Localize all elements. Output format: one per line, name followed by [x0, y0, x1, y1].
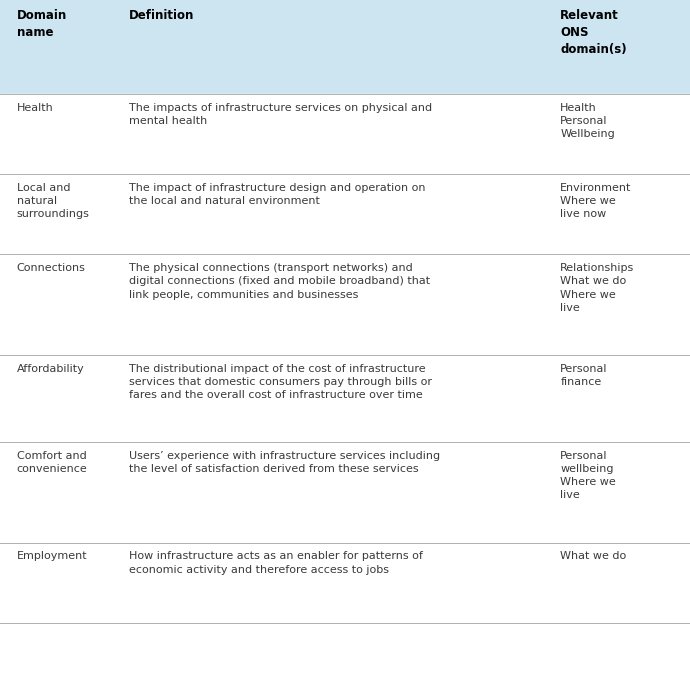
Text: Health: Health	[17, 103, 53, 113]
Text: The physical connections (transport networks) and
digital connections (fixed and: The physical connections (transport netw…	[129, 263, 430, 300]
Bar	[0, 0, 690, 94]
Text: What we do: What we do	[560, 551, 627, 562]
Bar	[0, 94, 690, 174]
Bar	[0, 355, 690, 442]
Text: Personal
finance: Personal finance	[560, 364, 608, 387]
Text: Employment: Employment	[17, 551, 87, 562]
Text: Environment
Where we
live now: Environment Where we live now	[560, 183, 631, 220]
Bar	[0, 442, 690, 543]
Text: Health
Personal
Wellbeing: Health Personal Wellbeing	[560, 103, 615, 139]
Bar	[0, 543, 690, 623]
Bar	[0, 174, 690, 254]
Text: Affordability: Affordability	[17, 364, 84, 374]
Text: Domain
name: Domain name	[17, 9, 67, 39]
Bar	[0, 254, 690, 355]
Text: Definition: Definition	[129, 9, 195, 22]
Text: The distributional impact of the cost of infrastructure
services that domestic c: The distributional impact of the cost of…	[129, 364, 432, 401]
Text: The impact of infrastructure design and operation on
the local and natural envir: The impact of infrastructure design and …	[129, 183, 426, 206]
Text: Personal
wellbeing
Where we
live: Personal wellbeing Where we live	[560, 451, 616, 500]
Text: Users’ experience with infrastructure services including
the level of satisfacti: Users’ experience with infrastructure se…	[129, 451, 440, 474]
Text: Comfort and
convenience: Comfort and convenience	[17, 451, 88, 474]
Text: How infrastructure acts as an enabler for patterns of
economic activity and ther: How infrastructure acts as an enabler fo…	[129, 551, 423, 575]
Text: Relationships
What we do
Where we
live: Relationships What we do Where we live	[560, 263, 635, 313]
Text: Local and
natural
surroundings: Local and natural surroundings	[17, 183, 90, 220]
Text: The impacts of infrastructure services on physical and
mental health: The impacts of infrastructure services o…	[129, 103, 432, 126]
Text: Connections: Connections	[17, 263, 86, 273]
Text: Relevant
ONS
domain(s): Relevant ONS domain(s)	[560, 9, 627, 56]
